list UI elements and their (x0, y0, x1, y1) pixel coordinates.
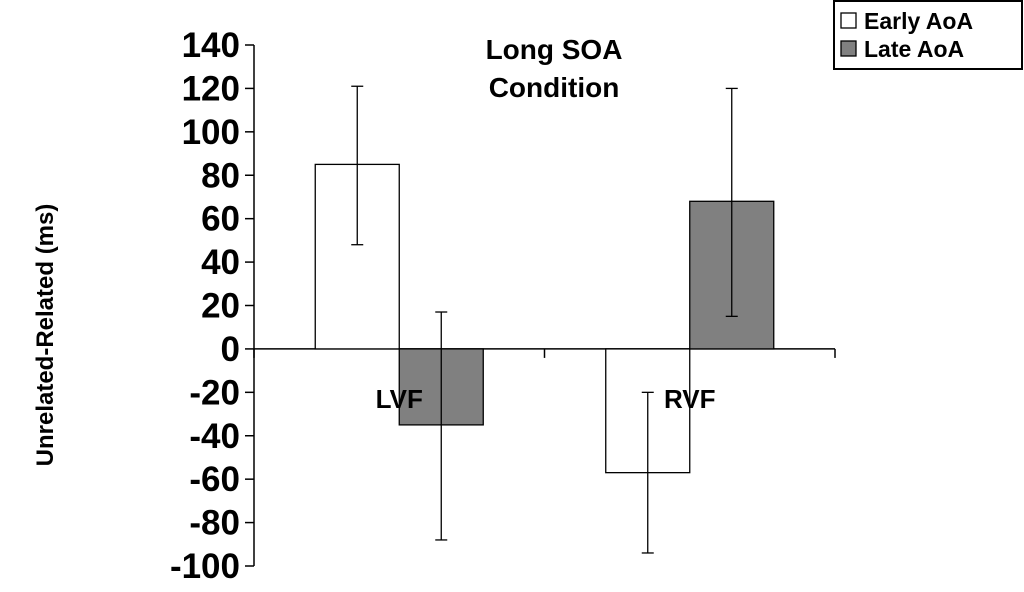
error-bar (435, 311, 448, 541)
category-label-rvf: RVF (664, 384, 716, 414)
legend-swatch-early-aoa (840, 12, 857, 29)
y-tick-label: 20 (201, 287, 240, 326)
y-tick-label: -100 (170, 547, 240, 586)
y-axis-label: Unrelated-Related (ms) (32, 204, 59, 467)
y-tick-label: 120 (182, 69, 240, 108)
y-tick-label: 140 (182, 26, 240, 65)
legend-label-late-aoa: Late AoA (864, 36, 964, 62)
error-bar (351, 85, 364, 246)
legend-box (833, 0, 1023, 70)
y-tick-label: 80 (201, 156, 240, 195)
chart-title-line-2: Condition (489, 72, 620, 103)
y-tick-label: -20 (189, 373, 240, 412)
chart-title-line-1: Long SOA (486, 34, 623, 65)
bars (314, 163, 775, 474)
error-bar (641, 391, 654, 554)
category-label-lvf: LVF (376, 384, 423, 414)
legend-label-early-aoa: Early AoA (864, 8, 973, 34)
y-tick-label: -60 (189, 460, 240, 499)
category-labels: LVF RVF (376, 384, 716, 414)
axes: 140 120 100 80 60 40 20 0 -20 -40 -60 -80 -100 (170, 26, 836, 586)
error-bar (725, 87, 738, 318)
y-tick-label: 40 (201, 243, 240, 282)
error-bars (351, 85, 738, 554)
y-tick-label: -40 (189, 417, 240, 456)
y-tick-label: 60 (201, 200, 240, 239)
y-tick-label: 100 (182, 113, 240, 152)
y-tick-label: 0 (221, 330, 240, 369)
y-tick-label: -80 (189, 504, 240, 543)
legend-swatch-late-aoa (840, 40, 857, 57)
